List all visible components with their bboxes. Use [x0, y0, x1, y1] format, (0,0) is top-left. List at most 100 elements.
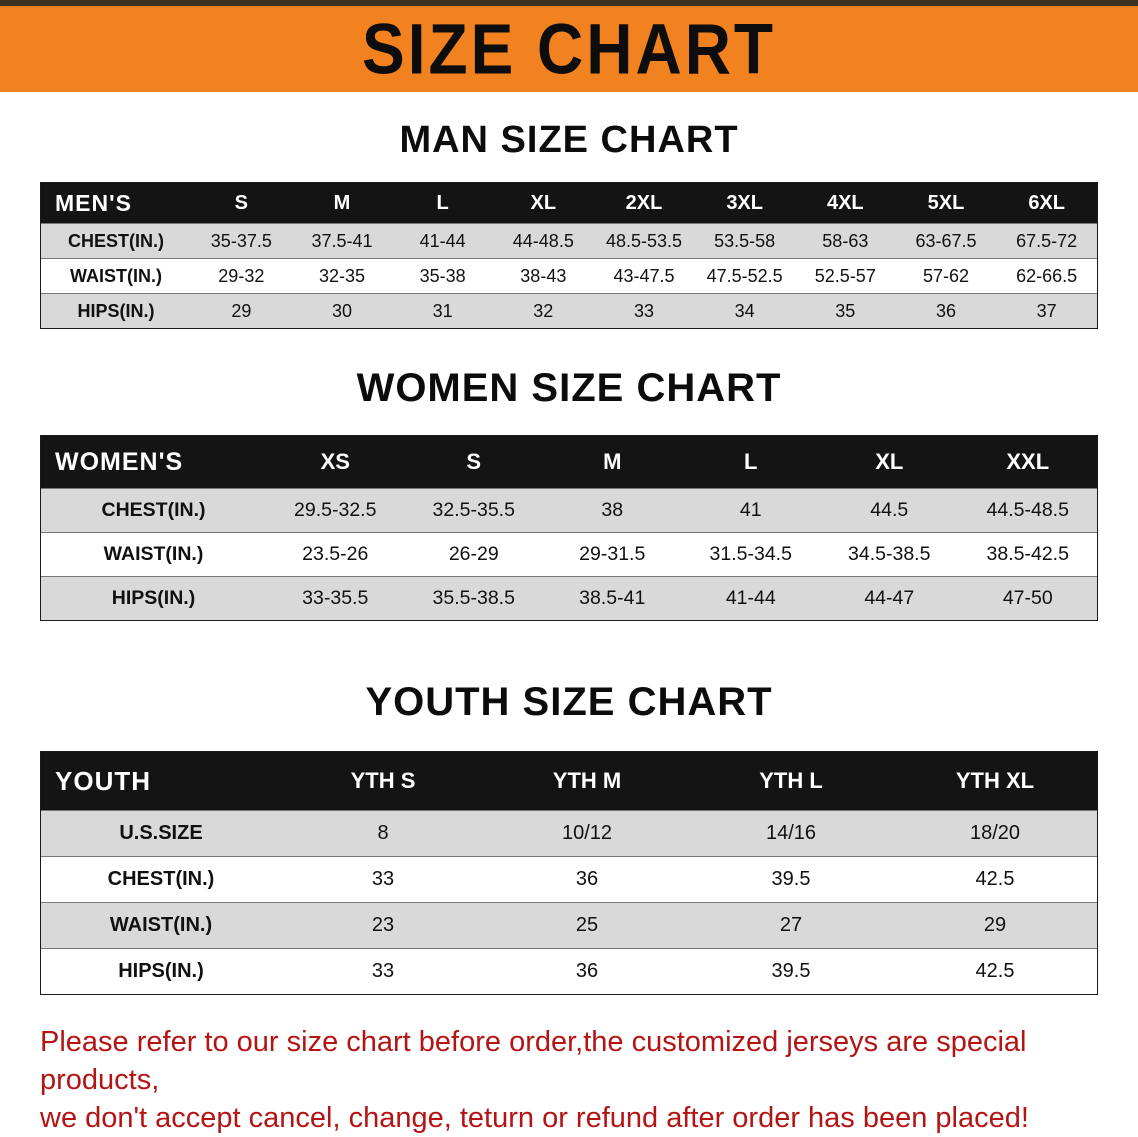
- size-column-header: L: [436, 191, 449, 214]
- men-section-heading: MAN SIZE CHART: [399, 119, 739, 161]
- size-column-header: L: [744, 449, 758, 474]
- men-size-table: MEN'S S M L XL 2XL 3XL 4XL 5XL 6XL CHEST(IN.) 35-37…: [40, 182, 1098, 329]
- size-value-cell: 35: [835, 300, 856, 321]
- size-value-cell: 38.5-41: [579, 587, 646, 609]
- size-value-cell: 44.5-48.5: [986, 499, 1069, 521]
- women-section: WOMEN SIZE CHART WOMEN'S XS S M L XL XXL CHEST(…: [0, 365, 1138, 621]
- size-value-cell: 41: [739, 499, 762, 521]
- size-value-cell: 48.5-53.5: [605, 230, 683, 251]
- size-column-header: 6XL: [1028, 191, 1065, 214]
- table-header-row: YOUTH YTH S YTH M YTH L YTH XL: [41, 752, 1097, 810]
- size-value-cell: 44-47: [864, 587, 915, 609]
- size-value-cell: 37: [1036, 300, 1057, 321]
- size-value-cell: 35-38: [419, 265, 466, 286]
- size-value-cell: 14/16: [765, 822, 817, 844]
- size-column-header: XXL: [1006, 449, 1050, 474]
- size-column-header: XL: [530, 191, 557, 214]
- measurement-row-label: CHEST(IN.): [107, 868, 215, 890]
- measurement-row-label: HIPS(IN.): [111, 587, 196, 609]
- size-value-cell: 38-43: [520, 265, 567, 286]
- table-row: CHEST(IN.) 29.5-32.5 32.5-35.5 38 41 44.5 44.5…: [41, 488, 1097, 532]
- page-title: SIZE CHART: [362, 8, 776, 90]
- footer-notice: Please refer to our size chart before or…: [40, 1023, 1098, 1137]
- measurement-row-label: CHEST(IN.): [101, 499, 206, 521]
- measurement-row-label: CHEST(IN.): [68, 230, 164, 251]
- size-value-cell: 41-44: [419, 230, 466, 251]
- table-header-row: MEN'S S M L XL 2XL 3XL 4XL 5XL 6XL: [41, 183, 1097, 223]
- size-value-cell: 58-63: [822, 230, 869, 251]
- size-value-cell: 36: [575, 960, 599, 982]
- size-column-header: YTH S: [350, 768, 416, 793]
- table-row: U.S.SIZE 8 10/12 14/16 18/20: [41, 810, 1097, 856]
- table-corner-label: WOMEN'S: [55, 447, 184, 476]
- size-value-cell: 47.5-52.5: [706, 265, 783, 286]
- size-value-cell: 38: [601, 499, 624, 521]
- size-column-header: 5XL: [927, 191, 965, 214]
- size-column-header: YTH L: [759, 768, 823, 793]
- youth-section: YOUTH SIZE CHART YOUTH YTH S YTH M YTH L YTH…: [0, 679, 1138, 995]
- measurement-row-label: WAIST(IN.): [103, 543, 204, 565]
- size-value-cell: 32.5-35.5: [432, 499, 515, 521]
- measurement-row-label: HIPS(IN.): [77, 300, 155, 321]
- size-value-cell: 38.5-42.5: [986, 543, 1069, 565]
- size-value-cell: 33-35.5: [302, 587, 369, 609]
- size-value-cell: 27: [779, 914, 803, 936]
- size-column-header: 3XL: [726, 191, 763, 214]
- measurement-row-label: WAIST(IN.): [109, 914, 213, 936]
- women-size-table: WOMEN'S XS S M L XL XXL CHEST(IN.) 29.5-32.5 32.5…: [40, 435, 1098, 621]
- size-value-cell: 67.5-72: [1016, 230, 1078, 251]
- size-value-cell: 32-35: [318, 265, 366, 286]
- youth-section-heading: YOUTH SIZE CHART: [365, 680, 773, 724]
- table-row: HIPS(IN.) 33 36 39.5 42.5: [41, 948, 1097, 994]
- size-value-cell: 23: [371, 914, 395, 936]
- youth-size-table: YOUTH YTH S YTH M YTH L YTH XL U.S.SIZE 8 10/12…: [40, 751, 1098, 995]
- size-value-cell: 29.5-32.5: [294, 499, 377, 521]
- size-value-cell: 26-29: [448, 543, 499, 565]
- table-row: CHEST(IN.) 33 36 39.5 42.5: [41, 856, 1097, 902]
- size-value-cell: 31.5-34.5: [709, 543, 792, 565]
- size-column-header: YTH M: [552, 768, 622, 793]
- size-value-cell: 30: [331, 300, 352, 321]
- size-value-cell: 33: [633, 300, 654, 321]
- size-value-cell: 33: [371, 868, 395, 890]
- size-column-header: 4XL: [826, 191, 864, 214]
- table-row: HIPS(IN.) 29 30 31 32 33 34 35 36 37: [41, 293, 1097, 328]
- banner: SIZE CHART: [0, 0, 1138, 92]
- size-value-cell: 33: [371, 960, 395, 982]
- size-column-header: S: [234, 191, 248, 214]
- size-value-cell: 34: [734, 300, 755, 321]
- size-value-cell: 36: [575, 868, 599, 890]
- size-column-header: XS: [320, 449, 350, 474]
- size-value-cell: 62-66.5: [1016, 265, 1078, 286]
- table-row: CHEST(IN.) 35-37.5 37.5-41 41-44 44-48.5 48.5…: [41, 223, 1097, 258]
- size-column-header: 2XL: [625, 191, 663, 214]
- size-value-cell: 23.5-26: [302, 543, 369, 565]
- size-value-cell: 52.5-57: [814, 265, 876, 286]
- size-value-cell: 29: [983, 914, 1007, 936]
- table-row: WAIST(IN.) 23 25 27 29: [41, 902, 1097, 948]
- men-section: MAN SIZE CHART MEN'S S M L XL 2XL 3XL 4XL 5XL 6XL…: [0, 118, 1138, 329]
- size-column-header: YTH XL: [955, 768, 1035, 793]
- size-value-cell: 41-44: [725, 587, 776, 609]
- size-column-header: M: [603, 449, 622, 474]
- size-column-header: XL: [875, 449, 904, 474]
- measurement-row-label: WAIST(IN.): [70, 265, 162, 286]
- size-value-cell: 36: [935, 300, 956, 321]
- size-value-cell: 37.5-41: [311, 230, 373, 251]
- size-value-cell: 35.5-38.5: [432, 587, 515, 609]
- size-value-cell: 42.5: [975, 960, 1015, 982]
- measurement-row-label: HIPS(IN.): [118, 960, 204, 982]
- size-value-cell: 53.5-58: [714, 230, 776, 251]
- size-value-cell: 32: [533, 300, 554, 321]
- size-value-cell: 35-37.5: [210, 230, 272, 251]
- size-value-cell: 29-32: [218, 265, 265, 286]
- table-header-row: WOMEN'S XS S M L XL XXL: [41, 436, 1097, 488]
- size-value-cell: 18/20: [969, 822, 1021, 844]
- size-value-cell: 31: [432, 300, 453, 321]
- size-column-header: S: [466, 449, 482, 474]
- notice-line-2: we don't accept cancel, change, teturn o…: [40, 1102, 1029, 1134]
- table-row: HIPS(IN.) 33-35.5 35.5-38.5 38.5-41 41-44 44-…: [41, 576, 1097, 620]
- notice-line-1: Please refer to our size chart before or…: [40, 1026, 1027, 1096]
- size-value-cell: 34.5-38.5: [848, 543, 931, 565]
